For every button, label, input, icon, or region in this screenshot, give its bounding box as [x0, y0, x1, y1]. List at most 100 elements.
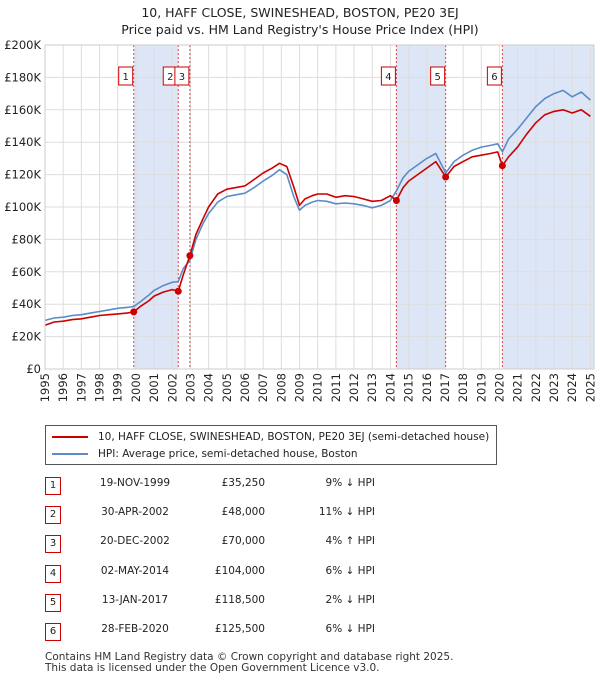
row-date: 30-APR-2002 — [101, 506, 169, 518]
x-tick-label: 2003 — [183, 373, 197, 402]
sale-point — [174, 287, 182, 295]
x-tick-label: 2005 — [220, 373, 234, 402]
y-tick-label: £180K — [4, 70, 41, 84]
row-price: £70,000 — [221, 535, 265, 547]
y-tick-label: £40K — [12, 297, 42, 311]
table-row: 6 28-FEB-2020 £125,500 6% ↓ HPI — [45, 621, 545, 641]
row-hpi: 6% ↓ HPI — [325, 623, 375, 635]
table-row: 2 30-APR-2002 £48,000 11% ↓ HPI — [45, 504, 545, 524]
x-tick-label: 2015 — [402, 373, 416, 402]
row-hpi: 2% ↓ HPI — [325, 594, 375, 606]
row-date: 20-DEC-2002 — [100, 535, 170, 547]
x-tick-label: 2024 — [565, 373, 579, 402]
row-hpi: 9% ↓ HPI — [325, 477, 375, 489]
row-hpi: 11% ↓ HPI — [318, 506, 375, 518]
price-paid-line — [44, 109, 591, 327]
x-tick-label: 2020 — [492, 373, 506, 402]
row-hpi: 6% ↓ HPI — [325, 565, 375, 577]
sale-point — [498, 162, 506, 170]
table-row: 1 19-NOV-1999 £35,250 9% ↓ HPI — [45, 475, 545, 495]
sale-marker-label: 4 — [385, 72, 391, 83]
x-tick-label: 2014 — [383, 373, 397, 402]
y-tick-label: £80K — [12, 232, 42, 246]
sale-marker-box — [430, 66, 446, 86]
row-date: 19-NOV-1999 — [99, 477, 171, 489]
sale-marker-label: 3 — [179, 72, 185, 83]
x-tick-label: 1998 — [93, 373, 107, 402]
row-date: 28-FEB-2020 — [101, 623, 169, 635]
x-tick-label: 2019 — [474, 373, 488, 402]
row-number-badge: 2 — [45, 506, 61, 524]
y-tick-label: £60K — [12, 265, 42, 279]
sale-marker-label: 5 — [434, 72, 440, 83]
x-tick-label: 1996 — [56, 373, 70, 402]
row-number-badge: 5 — [45, 594, 61, 612]
x-tick-label: 2002 — [165, 373, 179, 402]
legend-swatch-red — [52, 436, 88, 438]
legend-label-hpi: HPI: Average price, semi-detached house,… — [98, 448, 358, 460]
y-tick-label: £140K — [4, 135, 41, 149]
row-hpi: 4% ↑ HPI — [325, 535, 375, 547]
row-price: £35,250 — [221, 477, 265, 489]
row-number-badge: 1 — [45, 477, 61, 495]
row-price: £125,500 — [214, 623, 265, 635]
x-tick-label: 2025 — [583, 373, 597, 402]
table-row: 4 02-MAY-2014 £104,000 6% ↓ HPI — [45, 563, 545, 583]
row-price: £118,500 — [214, 594, 265, 606]
footer-licence: This data is licensed under the Open Gov… — [45, 662, 380, 674]
sale-marker-label: 6 — [491, 72, 497, 83]
x-tick-label: 2010 — [311, 373, 325, 402]
y-tick-label: £200K — [4, 38, 41, 52]
sale-point — [130, 308, 138, 316]
row-date: 13-JAN-2017 — [101, 594, 169, 606]
hpi-line — [44, 89, 591, 322]
x-tick-label: 2006 — [238, 373, 252, 402]
table-row: 3 20-DEC-2002 £70,000 4% ↑ HPI — [45, 533, 545, 553]
y-tick-label: £160K — [4, 103, 41, 117]
sale-marker-label: 1 — [123, 72, 129, 83]
y-tick-label: £120K — [4, 168, 41, 182]
x-tick-label: 2012 — [347, 373, 361, 402]
legend-swatch-blue — [52, 453, 88, 455]
row-number-badge: 6 — [45, 623, 61, 641]
sale-point — [392, 197, 400, 205]
x-tick-label: 2000 — [129, 373, 143, 402]
legend-label-property: 10, HAFF CLOSE, SWINESHEAD, BOSTON, PE20… — [98, 431, 490, 443]
x-tick-label: 2021 — [511, 373, 525, 402]
x-tick-label: 2017 — [438, 373, 452, 402]
x-tick-label: 2007 — [256, 373, 270, 402]
sale-point — [186, 252, 194, 260]
footer: Contains HM Land Registry data © Crown c… — [45, 652, 453, 674]
x-tick-label: 2016 — [420, 373, 434, 402]
row-price: £48,000 — [221, 506, 265, 518]
x-tick-label: 1999 — [111, 373, 125, 402]
sale-marker-box — [380, 66, 396, 86]
x-tick-label: 1995 — [38, 373, 52, 402]
row-number-badge: 4 — [45, 565, 61, 583]
table-row: 5 13-JAN-2017 £118,500 2% ↓ HPI — [45, 592, 545, 612]
legend-item-property: 10, HAFF CLOSE, SWINESHEAD, BOSTON, PE20… — [52, 429, 489, 445]
x-tick-label: 2004 — [202, 373, 216, 402]
chart-subtitle: Price paid vs. HM Land Registry's House … — [121, 22, 479, 37]
x-tick-label: 2023 — [547, 373, 561, 402]
x-tick-label: 2008 — [274, 373, 288, 402]
row-number-badge: 3 — [45, 535, 61, 553]
y-tick-label: £100K — [4, 200, 41, 214]
plot-frame — [44, 44, 595, 370]
x-tick-label: 2018 — [456, 373, 470, 402]
legend-item-hpi: HPI: Average price, semi-detached house,… — [52, 446, 358, 462]
x-tick-label: 2001 — [147, 373, 161, 402]
row-price: £104,000 — [214, 565, 265, 577]
legend: 10, HAFF CLOSE, SWINESHEAD, BOSTON, PE20… — [45, 425, 497, 465]
x-tick-label: 2022 — [529, 373, 543, 402]
sale-marker-label: 2 — [167, 72, 173, 83]
y-tick-label: £20K — [12, 330, 42, 344]
x-tick-label: 2013 — [365, 373, 379, 402]
x-tick-label: 2009 — [293, 373, 307, 402]
x-tick-label: 1997 — [74, 373, 88, 402]
chart-title: 10, HAFF CLOSE, SWINESHEAD, BOSTON, PE20… — [141, 5, 459, 20]
footer-copyright: Contains HM Land Registry data © Crown c… — [45, 651, 454, 663]
sale-marker-box — [118, 66, 134, 86]
y-tick-label: £0 — [26, 362, 41, 376]
